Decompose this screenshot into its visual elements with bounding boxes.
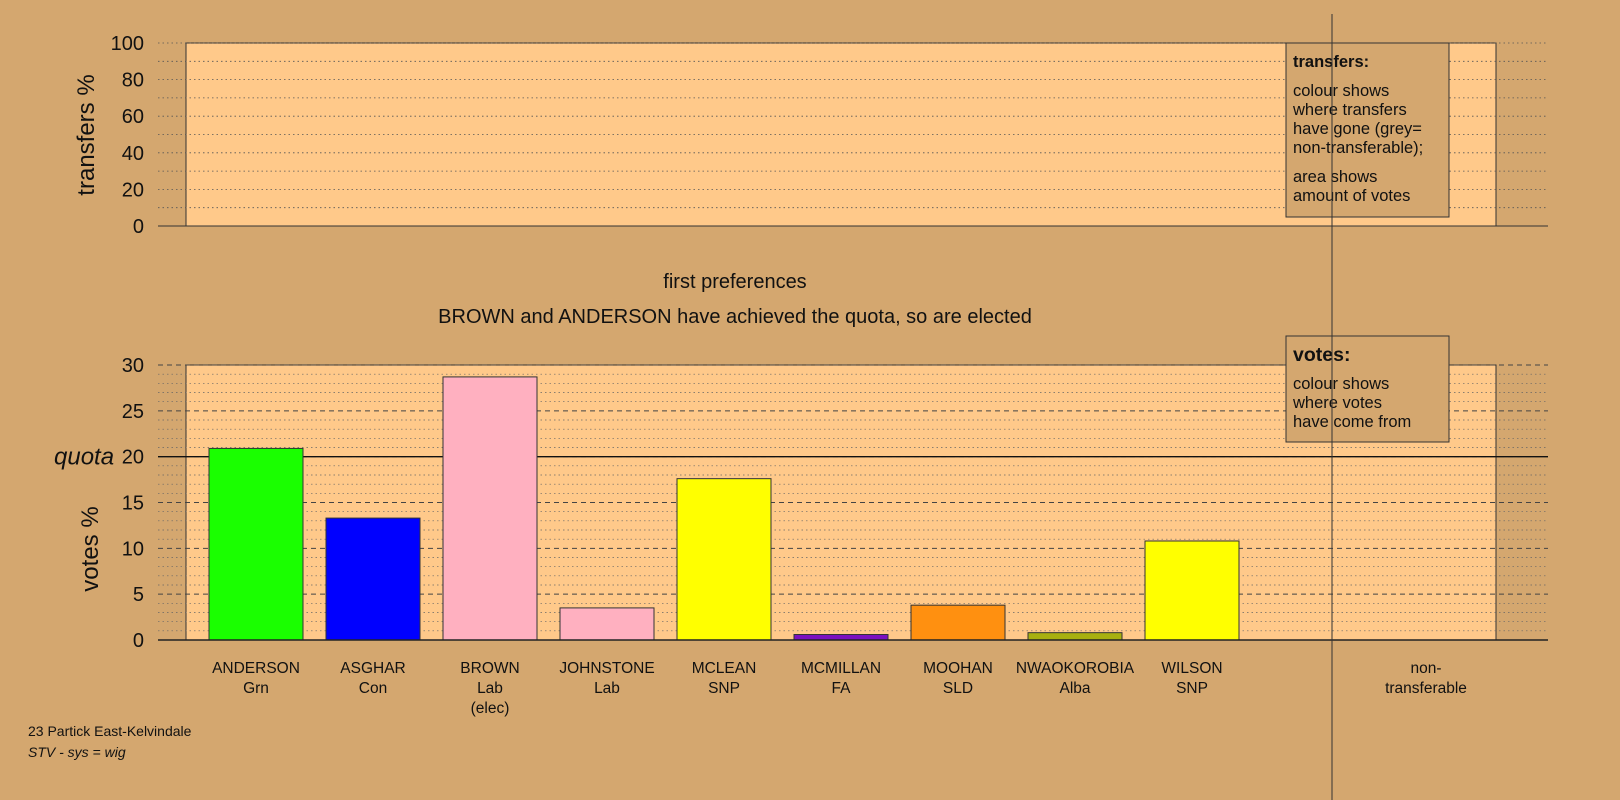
transfers-legend-line: have gone (grey=: [1293, 120, 1422, 138]
votes-y-tick-label: 30: [122, 355, 144, 377]
system-label: STV - sys = wig: [28, 744, 126, 760]
candidate-name-label: ASGHAR: [340, 660, 405, 677]
votes-legend-line: colour shows: [1293, 375, 1389, 393]
vote-bar-brown: [442, 376, 538, 641]
vote-bar-moohan: [910, 604, 1006, 641]
candidate-name-label: MOOHAN: [923, 660, 993, 677]
transfers-y-tick-label: 60: [122, 106, 144, 128]
vote-bar-asghar: [325, 517, 421, 641]
nontransferable-label: non-: [1410, 660, 1441, 677]
chart-subtitle: BROWN and ANDERSON have achieved the quo…: [438, 306, 1032, 328]
transfers-legend-line: area shows: [1293, 168, 1377, 186]
transfers-legend-line: amount of votes: [1293, 187, 1410, 205]
transfers-legend-line: where transfers: [1292, 101, 1407, 119]
transfers-y-tick-label: 80: [122, 70, 144, 92]
votes-legend-line: have come from: [1293, 413, 1411, 431]
transfers-y-tick-label: 20: [122, 179, 144, 201]
chart-title: first preferences: [663, 271, 806, 293]
quota-label: quota: [54, 444, 114, 471]
transfers-y-tick-label: 40: [122, 143, 144, 165]
candidate-party-label: Grn: [243, 680, 269, 697]
transfers-y-tick-label: 0: [133, 216, 144, 238]
candidate-party-label: FA: [832, 680, 852, 697]
candidate-party-label: SNP: [708, 680, 740, 697]
candidate-party-label: SNP: [1176, 680, 1208, 697]
vote-bar-mcmillan: [793, 634, 889, 641]
votes-panel: quota 0 5 10 15 20 25 30 votes % ANDERSON Grn ASGHA…: [54, 335, 1548, 717]
transfers-y-axis-label: transfers %: [73, 74, 100, 195]
votes-y-tick-label: 20: [122, 447, 144, 469]
votes-legend-box: [1285, 335, 1450, 443]
vote-bar-wilson: [1144, 540, 1240, 641]
candidate-name-label: BROWN: [460, 660, 519, 677]
candidate-note-label: (elec): [471, 700, 510, 717]
transfers-y-tick-label: 100: [111, 33, 144, 55]
candidate-name-label: MCMILLAN: [801, 660, 881, 677]
candidate-party-label: Lab: [477, 680, 503, 697]
candidate-name-label: NWAOKOROBIA: [1016, 660, 1135, 677]
transfers-legend-line: colour shows: [1293, 82, 1389, 100]
footer: 23 Partick East-Kelvindale STV - sys = w…: [28, 723, 192, 760]
votes-y-tick-label: 25: [122, 401, 144, 423]
votes-y-tick-label: 0: [133, 630, 144, 652]
candidate-name-label: WILSON: [1161, 660, 1222, 677]
candidate-name-label: ANDERSON: [212, 660, 300, 677]
candidate-party-label: Con: [359, 680, 387, 697]
nontransferable-label: transferable: [1385, 680, 1467, 697]
vote-bar-mclean: [676, 478, 772, 641]
candidate-party-label: SLD: [943, 680, 973, 697]
votes-legend-line: where votes: [1292, 394, 1382, 412]
transfers-legend-line: non-transferable);: [1293, 139, 1423, 157]
transfers-panel: 0 20 40 60 80 100 transfers % transfers: colour …: [73, 33, 1548, 238]
transfers-legend-title: transfers:: [1293, 53, 1369, 71]
votes-y-tick-label: 10: [122, 538, 144, 560]
candidate-name-label: JOHNSTONE: [559, 660, 654, 677]
vote-bar-nwaokorobia: [1027, 632, 1123, 641]
candidate-name-label: MCLEAN: [692, 660, 757, 677]
candidate-party-label: Alba: [1059, 680, 1090, 697]
transfers-legend-box: [1285, 42, 1450, 218]
votes-y-axis-label: votes %: [77, 506, 104, 591]
vote-bar-anderson: [208, 447, 304, 641]
votes-legend-title: votes:: [1293, 344, 1350, 366]
votes-y-tick-label: 15: [122, 493, 144, 515]
candidate-party-label: Lab: [594, 680, 620, 697]
chart-titles: first preferences BROWN and ANDERSON hav…: [438, 271, 1032, 328]
vote-bar-johnstone: [559, 607, 655, 641]
votes-y-tick-label: 5: [133, 584, 144, 606]
ward-label: 23 Partick East-Kelvindale: [28, 723, 192, 739]
transfers-plot-area: [185, 42, 1497, 227]
